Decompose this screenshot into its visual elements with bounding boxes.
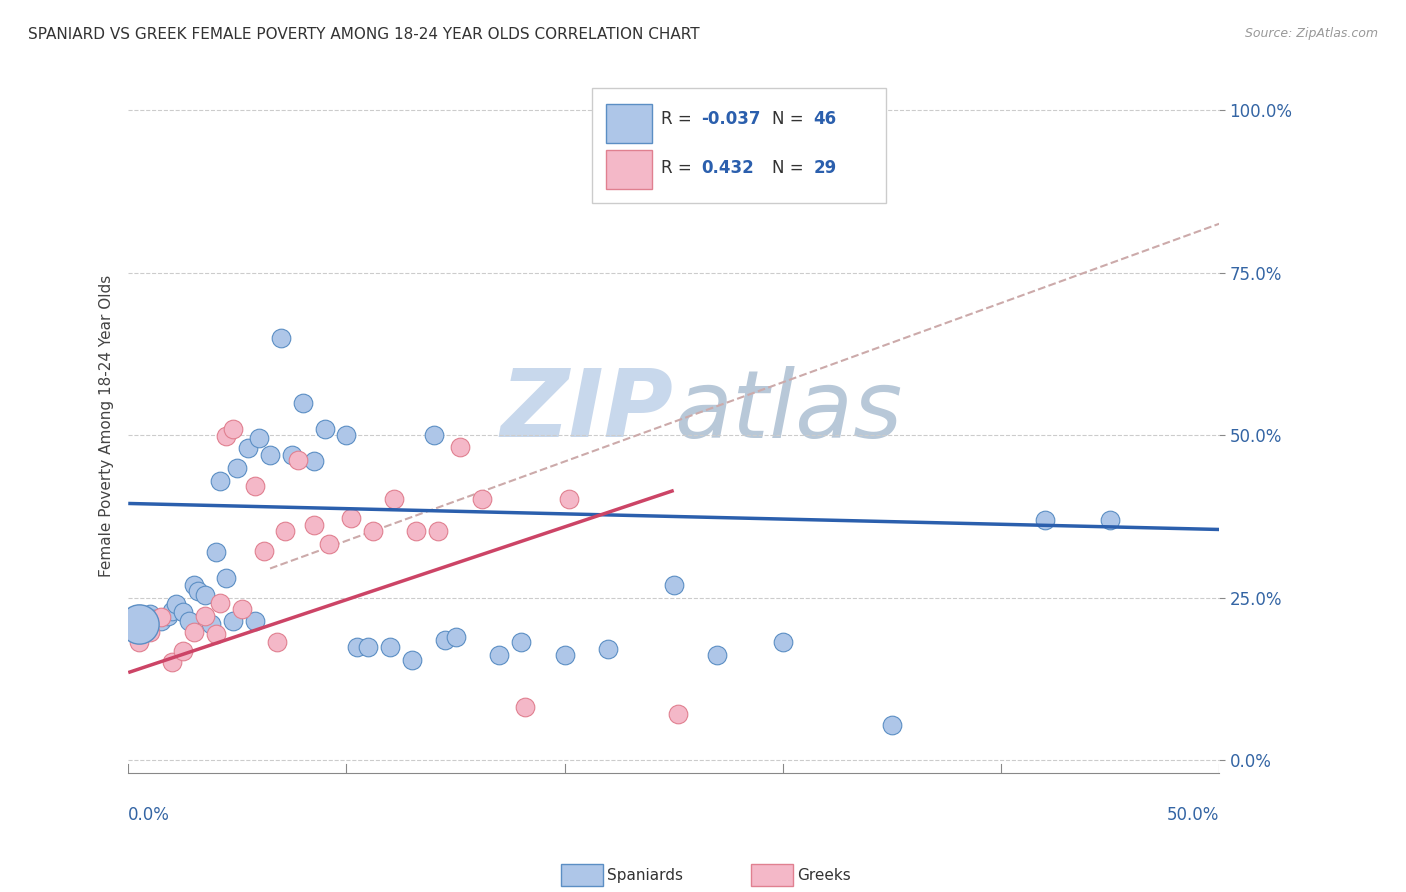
Point	[378, 640, 401, 654]
Point	[1099, 513, 1122, 527]
Point	[226, 460, 249, 475]
Point	[243, 479, 266, 493]
Point	[515, 700, 537, 714]
Point	[128, 616, 150, 631]
Point	[222, 614, 245, 628]
Text: N =: N =	[772, 159, 808, 177]
Text: 0.0%: 0.0%	[128, 805, 170, 824]
Point	[149, 610, 172, 624]
Point	[135, 610, 157, 624]
Point	[346, 640, 368, 654]
Point	[160, 604, 183, 618]
Point	[128, 620, 150, 634]
Text: 46: 46	[813, 111, 837, 128]
FancyBboxPatch shape	[606, 103, 652, 143]
Point	[880, 717, 903, 731]
Point	[165, 597, 187, 611]
Point	[357, 640, 380, 654]
Point	[302, 517, 325, 532]
Point	[215, 429, 238, 443]
Point	[281, 448, 304, 462]
Point	[160, 655, 183, 669]
Point	[706, 648, 728, 662]
Point	[433, 633, 456, 648]
Point	[302, 454, 325, 468]
Point	[143, 611, 166, 625]
Point	[427, 524, 450, 539]
Point	[231, 602, 253, 616]
Text: atlas: atlas	[673, 366, 903, 457]
Point	[274, 524, 297, 539]
Text: ZIP: ZIP	[501, 366, 673, 458]
Point	[208, 596, 231, 610]
Point	[488, 648, 510, 662]
Point	[405, 524, 427, 539]
Point	[194, 588, 217, 602]
Point	[772, 635, 794, 649]
Point	[179, 614, 201, 628]
Point	[422, 428, 444, 442]
Point	[384, 491, 406, 506]
Point	[361, 524, 384, 539]
Point	[598, 641, 620, 656]
Point	[243, 614, 266, 628]
FancyBboxPatch shape	[592, 88, 886, 202]
Point	[270, 330, 292, 344]
FancyBboxPatch shape	[606, 150, 652, 189]
Point	[247, 432, 270, 446]
Point	[139, 607, 162, 621]
Point	[208, 474, 231, 488]
Point	[510, 635, 533, 649]
Point	[183, 578, 205, 592]
Point	[266, 635, 288, 649]
Point	[200, 616, 222, 631]
Point	[128, 635, 150, 649]
Point	[318, 537, 340, 551]
Point	[314, 422, 336, 436]
Point	[215, 571, 238, 585]
Point	[554, 648, 576, 662]
Y-axis label: Female Poverty Among 18-24 Year Olds: Female Poverty Among 18-24 Year Olds	[100, 274, 114, 576]
Text: R =: R =	[661, 159, 696, 177]
Point	[287, 453, 309, 467]
Point	[471, 491, 494, 506]
Point	[204, 626, 226, 640]
Point	[339, 511, 361, 525]
Point	[252, 544, 274, 558]
Text: Source: ZipAtlas.com: Source: ZipAtlas.com	[1244, 27, 1378, 40]
Text: -0.037: -0.037	[702, 111, 761, 128]
Point	[149, 614, 172, 628]
Text: R =: R =	[661, 111, 696, 128]
Point	[259, 448, 281, 462]
Point	[187, 584, 209, 599]
Text: 50.0%: 50.0%	[1167, 805, 1219, 824]
Point	[156, 609, 179, 624]
Point	[1033, 513, 1056, 527]
Point	[139, 624, 162, 639]
Point	[291, 395, 314, 409]
Text: 29: 29	[813, 159, 837, 177]
Point	[238, 441, 260, 455]
Point	[335, 428, 357, 442]
Point	[183, 624, 205, 639]
Point	[449, 440, 471, 454]
Point	[666, 706, 689, 721]
Point	[444, 630, 467, 644]
Text: 0.432: 0.432	[702, 159, 754, 177]
Point	[194, 609, 217, 624]
Text: Greeks: Greeks	[797, 868, 851, 882]
Point	[558, 491, 581, 506]
Point	[222, 422, 245, 436]
Point	[204, 545, 226, 559]
Point	[172, 605, 194, 619]
Point	[401, 652, 423, 666]
Point	[172, 644, 194, 658]
Text: Spaniards: Spaniards	[607, 868, 683, 882]
Point	[662, 578, 685, 592]
Text: N =: N =	[772, 111, 808, 128]
Text: SPANIARD VS GREEK FEMALE POVERTY AMONG 18-24 YEAR OLDS CORRELATION CHART: SPANIARD VS GREEK FEMALE POVERTY AMONG 1…	[28, 27, 700, 42]
